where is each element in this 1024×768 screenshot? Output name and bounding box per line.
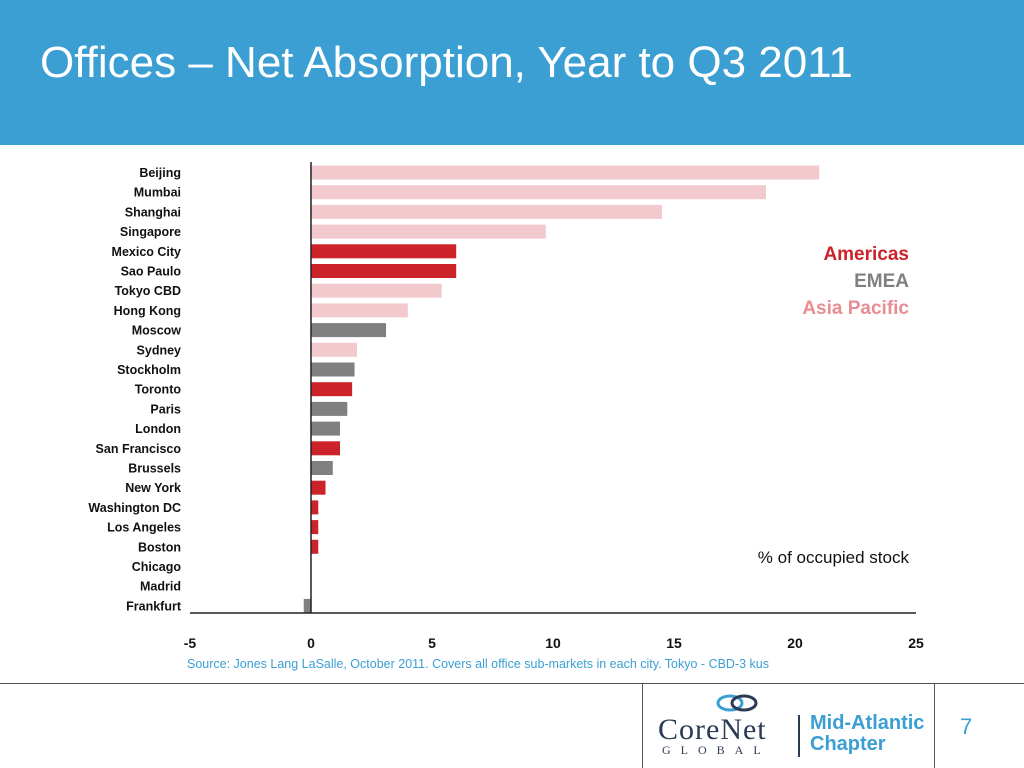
source-note: Source: Jones Lang LaSalle, October 2011… <box>187 657 769 671</box>
x-tick-label: 20 <box>787 635 803 651</box>
bar-singapore <box>311 224 546 239</box>
bar-brussels <box>311 461 333 475</box>
bar-sydney <box>311 342 357 357</box>
category-label: Tokyo CBD <box>115 284 181 298</box>
category-label: Singapore <box>120 225 181 239</box>
logo-divider <box>798 715 800 757</box>
bar-mexico-city <box>311 244 457 259</box>
bar-frankfurt <box>303 598 311 613</box>
logo-rings-icon <box>716 694 758 712</box>
category-label: Mexico City <box>112 245 182 259</box>
category-label: Chicago <box>132 560 182 574</box>
category-label: New York <box>125 481 181 495</box>
bar-london <box>311 421 341 436</box>
unit-note: % of occupied stock <box>757 548 909 567</box>
bar-los-angeles <box>311 520 319 535</box>
bar-washington-dc <box>311 500 319 515</box>
x-tick-label: 25 <box>908 635 924 651</box>
category-label: Hong Kong <box>114 304 181 318</box>
category-label: Toronto <box>135 383 182 397</box>
category-label: San Francisco <box>96 442 182 456</box>
category-label: Sydney <box>137 343 182 357</box>
bar-sao-paulo <box>311 264 457 278</box>
category-label: Sao Paulo <box>121 265 182 279</box>
bar-boston <box>311 539 319 554</box>
bar-tokyo-cbd <box>311 283 442 298</box>
x-tick-label: 15 <box>666 635 682 651</box>
x-tick-label: 0 <box>307 635 315 651</box>
footer-separator-left <box>642 684 643 768</box>
logo-chapter-line2: Chapter <box>810 733 886 755</box>
legend-emea: EMEA <box>854 271 909 292</box>
category-label: Boston <box>138 540 181 554</box>
page-number: 7 <box>960 714 973 739</box>
bar-moscow <box>311 323 387 338</box>
category-label: Madrid <box>140 580 181 594</box>
bar-new-york <box>311 480 326 495</box>
bar-beijing <box>311 165 820 180</box>
bar-paris <box>311 401 348 416</box>
legend-asia-pacific: Asia Pacific <box>802 298 909 319</box>
bar-stockholm <box>311 362 355 377</box>
slide-title: Offices – Net Absorption, Year to Q3 201… <box>40 38 853 87</box>
category-label: Paris <box>150 402 181 416</box>
category-label: Moscow <box>132 324 182 338</box>
category-label: Los Angeles <box>107 521 181 535</box>
x-tick-label: 5 <box>428 635 436 651</box>
category-label: Brussels <box>128 462 181 476</box>
bar-san-francisco <box>311 441 341 456</box>
category-label: Mumbai <box>134 186 181 200</box>
corenet-logo: CoreNet GLOBAL Mid-Atlantic Chapter <box>658 693 928 763</box>
category-label: Washington DC <box>88 501 181 515</box>
category-label: London <box>135 422 181 436</box>
category-label: Beijing <box>139 166 181 180</box>
category-label: Stockholm <box>117 363 181 377</box>
logo-chapter: Mid-Atlantic Chapter <box>810 713 924 755</box>
bar-shanghai <box>311 204 662 219</box>
category-label: Shanghai <box>125 205 181 219</box>
chart-legend: Americas EMEA Asia Pacific <box>802 241 909 322</box>
legend-americas: Americas <box>823 244 909 265</box>
footer-separator-right <box>934 684 935 768</box>
bar-toronto <box>311 382 353 397</box>
bar-mumbai <box>311 185 766 200</box>
x-tick-label: 10 <box>545 635 561 651</box>
bar-hong-kong <box>311 303 408 318</box>
category-label: Frankfurt <box>126 599 182 613</box>
title-bar: Offices – Net Absorption, Year to Q3 201… <box>0 0 1024 145</box>
logo-corenet-text: CoreNet <box>658 713 767 746</box>
x-tick-label: -5 <box>184 635 197 651</box>
logo-global-text: GLOBAL <box>662 743 771 757</box>
logo-chapter-line1: Mid-Atlantic <box>810 712 925 734</box>
footer-divider <box>0 683 1024 684</box>
